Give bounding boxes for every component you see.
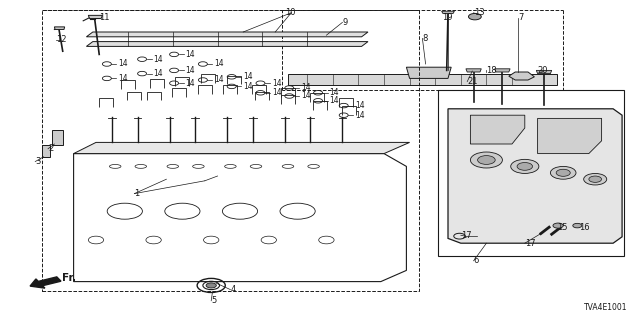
Text: 4: 4	[230, 285, 236, 294]
Text: 12: 12	[56, 36, 67, 44]
Text: 14: 14	[355, 101, 365, 110]
Polygon shape	[406, 67, 451, 78]
Text: 14: 14	[355, 111, 365, 120]
Bar	[438, 90, 624, 256]
Bar	[42, 10, 419, 291]
Text: 14: 14	[214, 60, 224, 68]
Polygon shape	[538, 118, 602, 154]
Text: 2: 2	[48, 144, 53, 153]
Polygon shape	[442, 11, 454, 13]
Text: 14: 14	[154, 69, 163, 78]
Polygon shape	[86, 32, 368, 37]
Circle shape	[517, 163, 532, 170]
Text: 1: 1	[134, 189, 140, 198]
Text: 21: 21	[467, 77, 477, 86]
Text: 14: 14	[154, 55, 163, 64]
Polygon shape	[288, 74, 557, 85]
Circle shape	[477, 156, 495, 164]
Text: 3: 3	[35, 157, 40, 166]
Text: 14: 14	[330, 96, 339, 105]
Polygon shape	[448, 109, 622, 243]
Text: 6: 6	[474, 256, 479, 265]
Circle shape	[553, 223, 563, 228]
Polygon shape	[88, 15, 102, 19]
Text: 14: 14	[301, 84, 310, 92]
Text: TVA4E1001: TVA4E1001	[584, 303, 627, 312]
Text: 7: 7	[518, 13, 524, 22]
Text: 20: 20	[538, 66, 548, 75]
Circle shape	[206, 283, 216, 288]
Circle shape	[556, 169, 570, 176]
Text: 17: 17	[461, 231, 472, 240]
Polygon shape	[495, 69, 510, 72]
Text: 14: 14	[272, 88, 282, 97]
Polygon shape	[509, 72, 534, 80]
Polygon shape	[470, 115, 525, 144]
Text: 10: 10	[285, 8, 295, 17]
Circle shape	[573, 223, 582, 228]
Text: 14: 14	[243, 72, 253, 81]
Text: 14: 14	[301, 92, 310, 100]
Polygon shape	[466, 69, 481, 72]
Circle shape	[550, 166, 576, 179]
Text: 14: 14	[118, 60, 128, 68]
Circle shape	[511, 159, 539, 173]
Text: 5: 5	[211, 296, 216, 305]
Text: 19: 19	[442, 13, 452, 22]
Text: 14: 14	[118, 74, 128, 83]
Polygon shape	[52, 130, 63, 145]
Text: 11: 11	[99, 13, 109, 22]
Text: 14: 14	[272, 79, 282, 88]
Polygon shape	[86, 42, 368, 46]
Text: 14: 14	[214, 76, 224, 84]
Text: Fr.: Fr.	[62, 273, 76, 283]
Text: 14: 14	[186, 50, 195, 59]
Text: 14: 14	[186, 66, 195, 75]
Circle shape	[468, 13, 481, 20]
Circle shape	[584, 173, 607, 185]
Text: 16: 16	[579, 223, 590, 232]
Text: 18: 18	[486, 66, 497, 75]
Text: 13: 13	[474, 8, 484, 17]
Polygon shape	[74, 142, 410, 154]
Text: 14: 14	[330, 88, 339, 97]
Polygon shape	[54, 27, 65, 29]
Text: 8: 8	[422, 34, 428, 43]
Polygon shape	[536, 70, 552, 74]
Text: 15: 15	[557, 223, 567, 232]
Text: 9: 9	[342, 18, 348, 27]
Text: 17: 17	[525, 239, 536, 248]
FancyArrow shape	[30, 277, 61, 288]
Polygon shape	[42, 145, 50, 157]
Text: 14: 14	[243, 82, 253, 91]
Text: 14: 14	[186, 79, 195, 88]
Circle shape	[470, 152, 502, 168]
Circle shape	[589, 176, 602, 182]
